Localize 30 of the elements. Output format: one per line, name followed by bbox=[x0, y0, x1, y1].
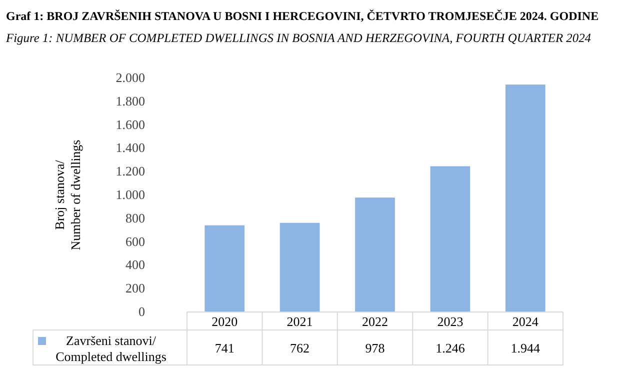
data-label: 741 bbox=[214, 340, 234, 356]
bar bbox=[280, 222, 320, 312]
x-tick-label: 2023 bbox=[437, 314, 464, 329]
data-label: 1.944 bbox=[510, 340, 541, 356]
bar bbox=[505, 84, 546, 312]
bar bbox=[204, 225, 245, 312]
y-tick-label: 1.800 bbox=[116, 93, 145, 108]
x-tick-label: 2022 bbox=[362, 314, 388, 329]
data-label: 1.246 bbox=[436, 340, 466, 356]
y-tick-label: 200 bbox=[126, 280, 145, 296]
x-tick-label: 2021 bbox=[286, 314, 313, 329]
legend-label: Završeni stanovi/ Completed dwellings bbox=[56, 333, 166, 364]
x-tick-label: 2020 bbox=[212, 314, 238, 329]
data-label: 978 bbox=[365, 340, 385, 356]
y-tick-label: 1.200 bbox=[116, 164, 145, 179]
chart-title: Graf 1: BROJ ZAVRŠENIH STANOVA U BOSNI I HERCEGOVINI, ČETVRTO TROMJESEČJE 2024. GODINE bbox=[6, 9, 599, 23]
y-tick-label: 1.000 bbox=[116, 187, 145, 202]
y-axis-title: Broj stanova/ Number of dwellings bbox=[52, 140, 83, 250]
bar bbox=[355, 198, 395, 312]
y-tick-label: 1.600 bbox=[116, 116, 145, 132]
y-tick-label: 400 bbox=[126, 257, 145, 272]
y-tick-label: 0 bbox=[138, 304, 145, 319]
bar bbox=[430, 166, 470, 312]
y-tick-label: 600 bbox=[126, 234, 145, 249]
y-tick-label: 800 bbox=[126, 210, 145, 226]
data-label: 762 bbox=[290, 340, 310, 356]
x-tick-label: 2024 bbox=[512, 314, 539, 329]
y-tick-label: 2.000 bbox=[116, 70, 145, 85]
y-tick-label: 1.400 bbox=[116, 140, 145, 156]
chart-subtitle: Figure 1: NUMBER OF COMPLETED DWELLINGS IN BOSNIA AND HERZEGOVINA, FOURTH QUARTER 2024 bbox=[5, 31, 595, 45]
